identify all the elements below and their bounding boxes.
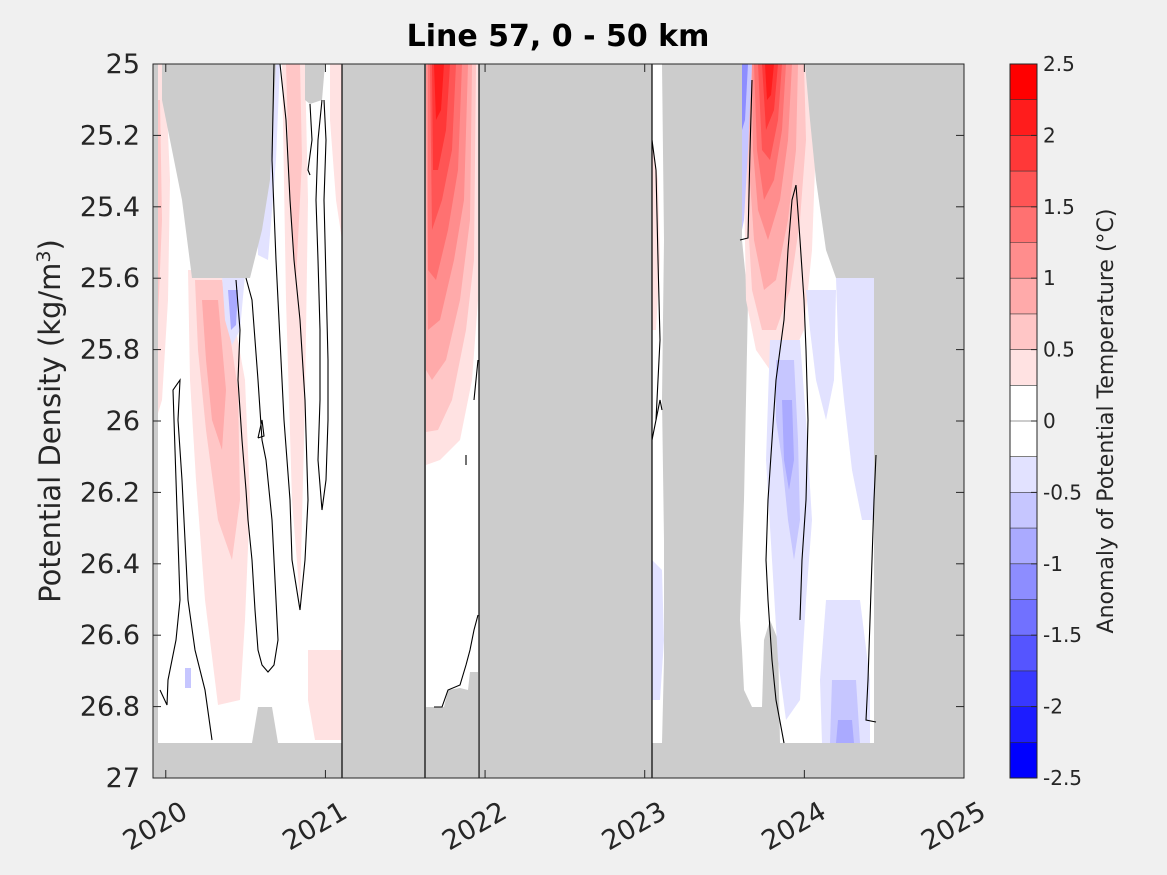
colorbar-level [1010, 456, 1037, 493]
x-tick-label: 2025 [916, 796, 991, 857]
colorbar-level [1010, 599, 1037, 636]
nodata-mask [426, 743, 478, 778]
anomaly-warm-patch [202, 300, 226, 450]
anomaly-warm-patch [765, 64, 774, 100]
anomaly-cool-patch [836, 720, 854, 743]
anomaly-warm-patch [434, 64, 444, 120]
colorbar-level [1010, 64, 1037, 101]
anomaly-cool-patch [782, 400, 794, 490]
x-tick-label: 2023 [597, 796, 672, 857]
zero-contours [651, 79, 877, 744]
nodata-gap [479, 64, 652, 778]
colorbar-tick-label: -1.5 [1043, 623, 1082, 647]
colorbar-tick-label: -2.5 [1043, 766, 1082, 790]
colorbar-tick-label: 1 [1043, 266, 1056, 290]
y-tick-label: 26 [106, 406, 140, 437]
y-tick-label: 25.8 [80, 335, 140, 366]
colorbar-level [1010, 706, 1037, 743]
nodata-mask [662, 64, 780, 743]
colorbar-tick-label: 2 [1043, 123, 1056, 147]
colorbar-level [1010, 635, 1037, 672]
y-tick-label: 25.4 [80, 192, 140, 223]
anomaly-cool-patch [766, 340, 812, 720]
anomaly-cool-patch [652, 560, 664, 700]
colorbar-level [1010, 385, 1037, 422]
nodata-gap [342, 64, 426, 778]
nodata-mask [652, 743, 964, 778]
colorbar-level [1010, 278, 1037, 315]
colorbar-tick-label: 0 [1043, 409, 1056, 433]
colorbar-tick-label: 2.5 [1043, 52, 1075, 76]
colorbar-level [1010, 135, 1037, 172]
colorbar-level [1010, 206, 1037, 243]
y-axis-label-main: Potential Density (kg/m [33, 263, 67, 603]
anomaly-cool-patch [185, 668, 191, 688]
colorbar-level [1010, 99, 1037, 136]
colorbar-level [1010, 313, 1037, 351]
anomaly-warm-patch [282, 64, 308, 600]
colorbar-tick-label: 1.5 [1043, 195, 1075, 219]
anomaly-warm-patch [652, 140, 660, 330]
colorbar-level [1010, 242, 1037, 279]
segment-2020 [153, 64, 342, 778]
y-tick-label: 25.2 [80, 120, 140, 151]
x-tick-label: 2022 [437, 796, 512, 857]
colorbar-level [1010, 670, 1037, 708]
nodata-mask [162, 64, 276, 278]
colorbar: 2.5 2 1.5 1 0.5 0 -0.5 -1 -1.5 -2 -2.5 [1010, 52, 1082, 790]
colorbar-tick-label: -0.5 [1043, 480, 1082, 504]
colorbar-tick-label: -1 [1043, 552, 1063, 576]
anomaly-warm-patch [286, 64, 302, 280]
gap-separators [341, 64, 653, 778]
nodata-mask [153, 743, 342, 778]
y-tick-label: 27 [106, 763, 140, 794]
colorbar-tick-label: -2 [1043, 695, 1063, 719]
zero-contours [434, 359, 479, 708]
anomaly-cool-patch [836, 278, 874, 520]
x-tick-label: 2024 [756, 796, 831, 857]
y-axis-label-superscript: 3 [33, 250, 55, 262]
nodata-mask [305, 64, 325, 104]
y-tick-label: 25.6 [80, 263, 140, 294]
colorbar-level [1010, 528, 1037, 565]
y-tick-label: 26.4 [80, 549, 140, 580]
chart-title: Line 57, 0 - 50 km [407, 19, 710, 54]
colorbar-level [1010, 421, 1037, 458]
colorbar-level [1010, 742, 1037, 779]
colorbar-level [1010, 563, 1037, 600]
nodata-mask [805, 64, 964, 778]
colorbar-label: Anomaly of Potential Temperature (°C) [1094, 209, 1119, 634]
segment-2023-2024 [651, 64, 964, 778]
anomaly-cool-patch [228, 290, 238, 330]
colorbar-frame [1009, 63, 1038, 779]
y-tick-label: 26.2 [80, 477, 140, 508]
anomaly-cool-patch [806, 290, 836, 420]
colorbar-level [1010, 171, 1037, 208]
colorbar-level [1010, 349, 1037, 386]
x-tick-label: 2020 [118, 796, 193, 857]
y-axis-label: Potential Density (kg/m3) [33, 239, 67, 603]
y-axis: 25 25.2 25.4 25.6 25.8 26 26.2 26.4 26.6 26.8 27 [80, 49, 964, 794]
y-tick-label: 25 [106, 49, 140, 80]
anomaly-cool-patch [742, 64, 748, 130]
anomaly-warm-patch [308, 650, 342, 740]
plot-area [153, 64, 964, 778]
x-tick-label: 2021 [278, 796, 353, 857]
y-axis-label-close: ) [33, 239, 67, 250]
nodata-mask [252, 707, 278, 743]
anomaly-warm-patch [330, 64, 342, 240]
segment-2021 [426, 64, 479, 778]
colorbar-tick-label: 0.5 [1043, 338, 1075, 362]
colorbar-level [1010, 492, 1037, 529]
zero-contours [159, 64, 329, 741]
y-tick-label: 26.6 [80, 620, 140, 651]
y-tick-label: 26.8 [80, 692, 140, 723]
